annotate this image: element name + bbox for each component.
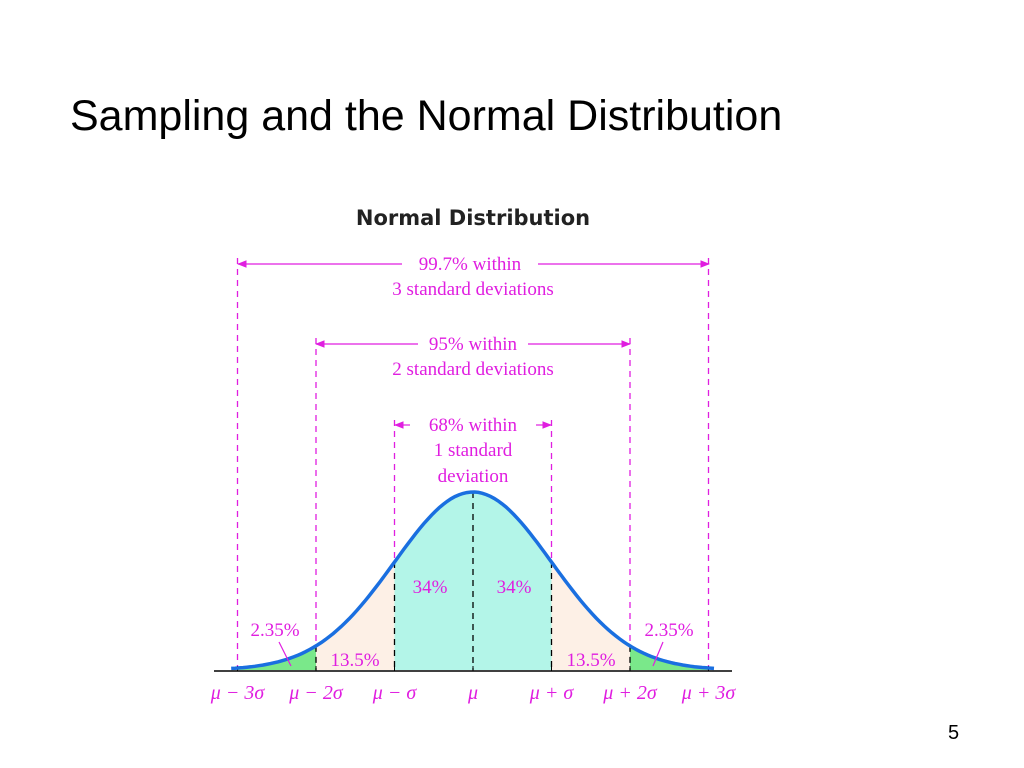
label-mid-left: 13.5% — [330, 650, 379, 671]
label-tail-right: 2.35% — [644, 620, 693, 641]
normal-curve — [231, 490, 715, 671]
axis-label: μ + 2σ — [602, 682, 658, 704]
diagram-title: Normal Distribution — [356, 206, 590, 230]
range-95-line1: 95% within — [429, 334, 518, 355]
label-inner-right: 34% — [497, 577, 532, 598]
axis-label: μ + 3σ — [681, 682, 737, 704]
range-68-line3: deviation — [438, 466, 509, 487]
tail-right-pointer — [652, 641, 664, 667]
slide-title: Sampling and the Normal Distribution — [70, 92, 783, 140]
range-99-7-line1: 99.7% within — [419, 254, 522, 275]
fill-tail-right — [630, 645, 709, 670]
axis-label: μ — [467, 682, 478, 704]
axis-label: μ + σ — [529, 682, 575, 704]
tail-left-pointer — [278, 641, 292, 667]
range-68-line2: 1 standard — [434, 440, 513, 461]
label-tail-left: 2.35% — [250, 620, 299, 641]
axis-label: μ − 2σ — [288, 682, 344, 704]
range-68-line1: 68% within — [429, 415, 518, 436]
range-95: 95% within 2 standard deviations — [315, 334, 631, 380]
axis-label: μ − 3σ — [210, 682, 266, 704]
range-95-line2: 2 standard deviations — [392, 359, 553, 380]
range-99-7: 99.7% within 3 standard deviations — [237, 254, 710, 300]
slide-number: 5 — [948, 722, 960, 744]
range-68: 68% within 1 standard deviation — [394, 415, 552, 487]
label-mid-right: 13.5% — [566, 650, 615, 671]
label-inner-left: 34% — [413, 577, 448, 598]
axis-label: μ − σ — [372, 682, 418, 704]
fill-tail-left — [237, 645, 316, 670]
range-99-7-line2: 3 standard deviations — [392, 279, 553, 300]
